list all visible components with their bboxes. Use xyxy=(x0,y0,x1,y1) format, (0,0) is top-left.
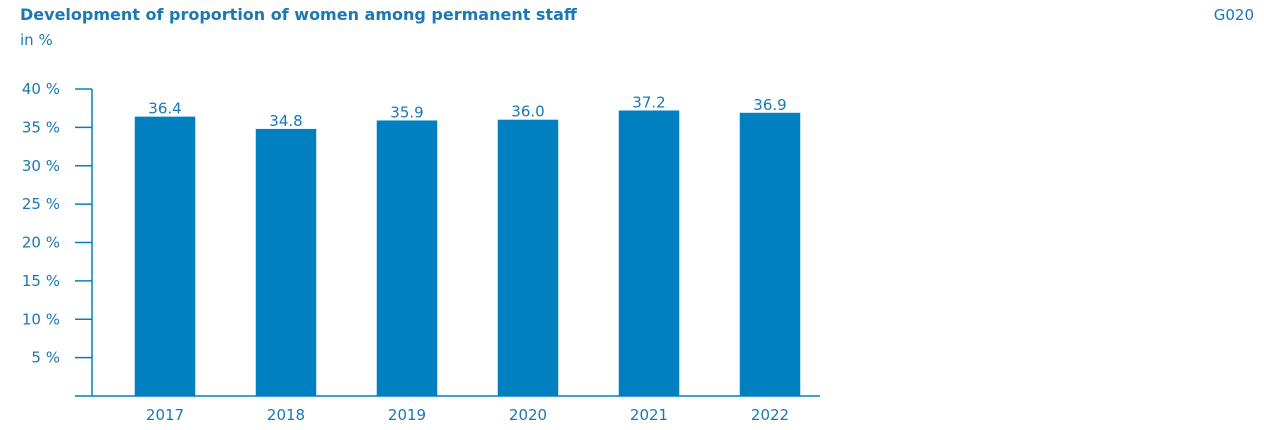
y-tick-label: 20 % xyxy=(22,234,60,252)
chart-code: G020 xyxy=(1214,6,1254,24)
y-tick-label: 15 % xyxy=(22,272,60,290)
value-label: 36.0 xyxy=(511,103,544,121)
x-tick-label: 2019 xyxy=(388,406,426,424)
x-tick-label: 2020 xyxy=(509,406,547,424)
bar xyxy=(618,110,680,397)
value-label: 34.8 xyxy=(269,112,302,130)
chart-subtitle: in % xyxy=(20,31,53,49)
value-label: 37.2 xyxy=(632,93,665,111)
bar xyxy=(255,128,317,396)
bar xyxy=(376,120,438,396)
y-tick-label: 10 % xyxy=(22,310,60,328)
value-label: 35.9 xyxy=(390,103,423,121)
x-tick-label: 2022 xyxy=(751,406,789,424)
x-tick-label: 2017 xyxy=(146,406,184,424)
x-tick-label: 2018 xyxy=(267,406,305,424)
value-label: 36.4 xyxy=(148,100,181,118)
bar xyxy=(739,112,801,396)
y-tick-label: 40 % xyxy=(22,80,60,98)
x-tick-label: 2021 xyxy=(630,406,668,424)
y-tick-label: 25 % xyxy=(22,195,60,213)
y-tick-label: 30 % xyxy=(22,157,60,175)
y-tick-label: 35 % xyxy=(22,118,60,136)
y-tick-label: 5 % xyxy=(31,349,60,367)
bar xyxy=(497,119,559,396)
value-label: 36.9 xyxy=(753,96,786,114)
chart-title: Development of proportion of women among… xyxy=(20,5,578,24)
bar xyxy=(134,116,196,396)
